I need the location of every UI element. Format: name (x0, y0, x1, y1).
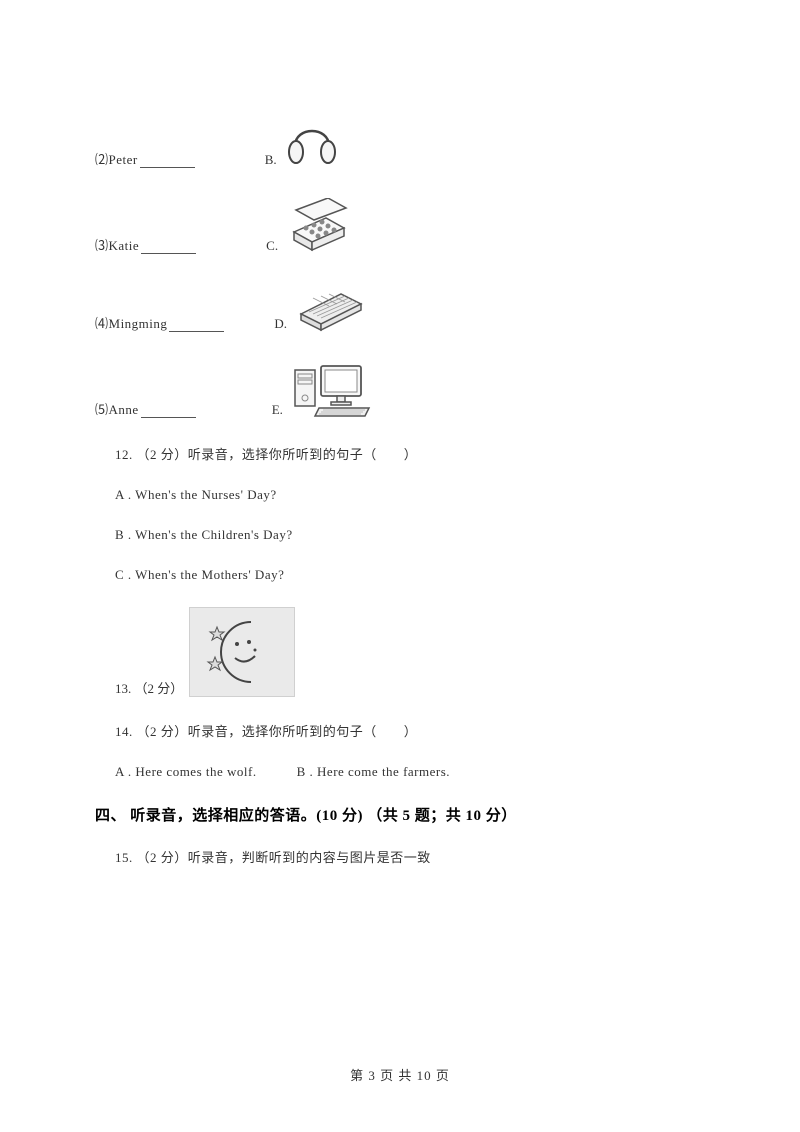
match-num: ⑵ (95, 149, 109, 168)
match-name: Katie (109, 238, 140, 254)
match-blank[interactable] (141, 240, 196, 254)
page-content: ⑵Peter B. ⑶Katie C. ⑷Mingm (0, 0, 800, 950)
match-num: ⑶ (95, 235, 109, 254)
match-num: ⑷ (95, 313, 109, 332)
match-letter-e: E. (272, 402, 283, 418)
match-letter-d: D. (274, 316, 287, 332)
page-footer: 第 3 页 共 10 页 (0, 1065, 800, 1084)
headphones-icon (285, 110, 339, 168)
q14-opt-a[interactable]: A . Here comes the wolf. (115, 764, 257, 779)
match-name: Anne (109, 402, 139, 418)
match-letter-c: C. (266, 238, 278, 254)
section-4-heading: 四、 听录音，选择相应的答语。(10 分) （共 5 题；共 10 分） (95, 804, 705, 825)
match-row-4: ⑷Mingming D. (95, 284, 705, 332)
q13-row: 13. （2 分） (115, 607, 705, 697)
match-row-5: ⑸Anne E. (95, 362, 705, 418)
moon-icon (189, 607, 295, 697)
match-letter-b: B. (265, 152, 277, 168)
chocolate-box-icon (286, 198, 352, 254)
q14-options: A . Here comes the wolf. B . Here come th… (115, 764, 705, 780)
match-num: ⑸ (95, 399, 109, 418)
keyboard-icon (295, 284, 367, 332)
match-blank[interactable] (140, 154, 195, 168)
match-row-2: ⑵Peter B. (95, 110, 705, 168)
match-blank[interactable] (141, 404, 196, 418)
match-name: Peter (109, 152, 138, 168)
q12-opt-c[interactable]: C . When's the Mothers' Day? (115, 567, 705, 583)
match-name: Mingming (109, 316, 168, 332)
q13-stem: 13. （2 分） (115, 678, 183, 697)
match-row-3: ⑶Katie C. (95, 198, 705, 254)
q12-opt-a[interactable]: A . When's the Nurses' Day? (115, 487, 705, 503)
q14-stem: 14. （2 分）听录音，选择你所听到的句子（ ） (115, 721, 705, 740)
q15-stem: 15. （2 分）听录音，判断听到的内容与图片是否一致 (115, 847, 705, 866)
match-blank[interactable] (169, 318, 224, 332)
q12-opt-b[interactable]: B . When's the Children's Day? (115, 527, 705, 543)
computer-icon (291, 362, 373, 418)
q12-stem: 12. （2 分）听录音，选择你所听到的句子（ ） (115, 444, 705, 463)
q14-opt-b[interactable]: B . Here come the farmers. (297, 764, 450, 779)
